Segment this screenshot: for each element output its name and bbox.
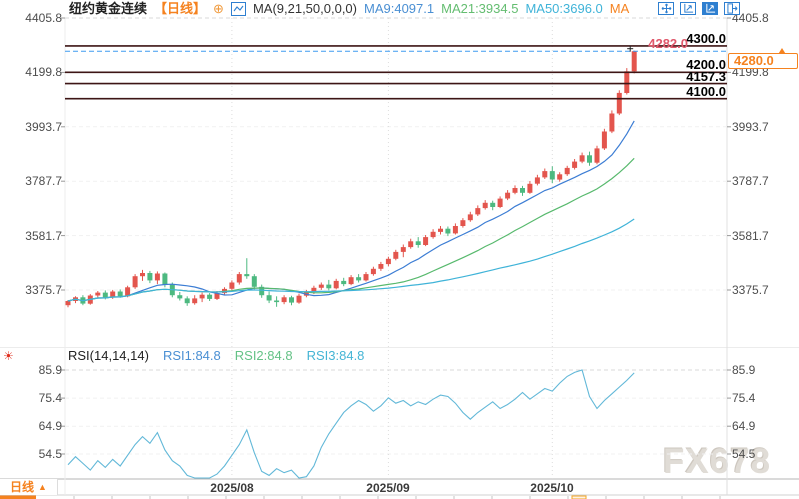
- chart-header: 纽约黄金连续 【日线】 ⊕ MA(9,21,50,0,0,0) MA9:4097…: [69, 2, 629, 16]
- period-tab[interactable]: 日线 ▲: [0, 479, 58, 495]
- ma9-value: MA9:4097.1: [364, 1, 435, 16]
- session-high-label: 4282.0: [648, 36, 688, 51]
- ma50-value: MA50:3696.0: [525, 1, 603, 16]
- rsi-header: ☀ RSI(14,14,14) RSI1:84.8 RSI2:84.8 RSI3…: [3, 348, 365, 364]
- exit-icon[interactable]: [724, 2, 740, 15]
- symbol-title: 纽约黄金连续: [69, 1, 148, 16]
- candlestick-chart-icon[interactable]: [230, 2, 246, 16]
- period-tab-label: 日线: [10, 480, 35, 494]
- ma-overflow-label: MA: [609, 1, 630, 16]
- price-up-arrow-icon: [777, 43, 787, 56]
- ma-settings-label: MA(9,21,50,0,0,0): [252, 1, 357, 16]
- rsi3-value: RSI3:84.8: [306, 348, 365, 363]
- axis-scale-active-icon[interactable]: [702, 2, 718, 15]
- rsi2-value: RSI2:84.8: [234, 348, 293, 363]
- period-tag: 【日线】: [154, 1, 207, 16]
- chart-toolbar: [658, 2, 740, 15]
- pan-icon[interactable]: [658, 2, 674, 15]
- current-price-tag: 4280.0: [728, 53, 798, 69]
- rsi-title: RSI(14,14,14): [68, 348, 149, 363]
- axis-scale-icon[interactable]: [680, 2, 696, 15]
- chevron-up-icon: ▲: [38, 482, 47, 492]
- watermark: FX678: [663, 442, 772, 481]
- rsi1-value: RSI1:84.8: [162, 348, 221, 363]
- add-indicator-icon[interactable]: ⊕: [213, 1, 224, 16]
- indicator-settings-icon[interactable]: ☀: [3, 349, 14, 363]
- ma21-value: MA21:3934.5: [441, 1, 519, 16]
